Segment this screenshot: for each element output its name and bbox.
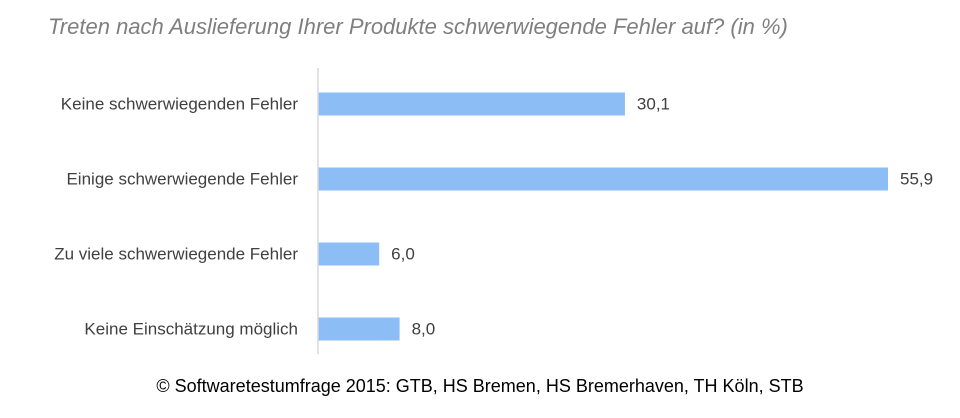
value-label: 55,9	[900, 170, 933, 189]
value-label: 8,0	[412, 320, 436, 339]
chart-title: Treten nach Auslieferung Ihrer Produkte …	[48, 14, 788, 39]
bar-chart: Keine schwerwiegenden Fehler 30,1 Einige s…	[54, 68, 933, 354]
bar	[318, 167, 888, 191]
source-footer: © Softwaretestumfrage 2015: GTB, HS Brem…	[156, 376, 804, 396]
category-label: Keine schwerwiegenden Fehler	[61, 95, 299, 114]
value-label: 30,1	[637, 95, 670, 114]
bar	[318, 242, 380, 266]
bar	[318, 317, 400, 341]
category-label: Einige schwerwiegende Fehler	[66, 170, 298, 189]
category-label: Keine Einschätzung möglich	[84, 320, 298, 339]
bar	[318, 92, 625, 116]
category-label: Zu viele schwerwiegende Fehler	[54, 245, 298, 264]
bars-layer: Keine schwerwiegenden Fehler 30,1 Einige s…	[54, 92, 933, 341]
value-label: 6,0	[391, 245, 415, 264]
